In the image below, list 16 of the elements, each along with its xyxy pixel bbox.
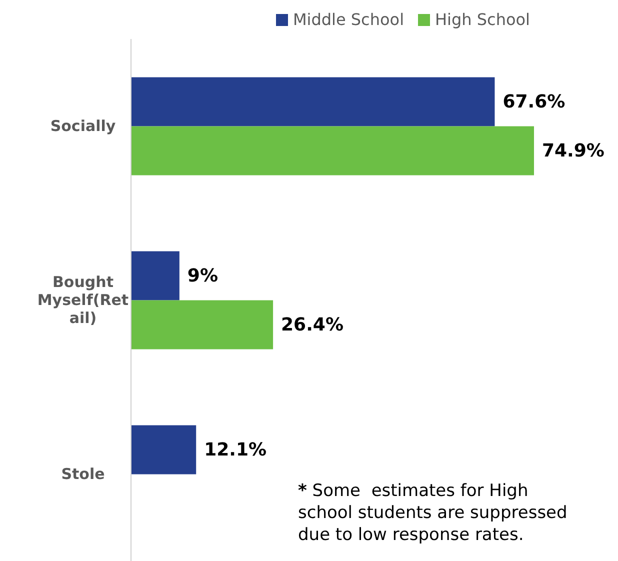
data-label: 12.1% bbox=[204, 439, 267, 460]
annotation: * Some estimates for High school students are suppressed due to low response rates. bbox=[298, 480, 568, 546]
data-label: 26.4% bbox=[281, 314, 344, 336]
bar bbox=[131, 425, 196, 474]
legend-label: High School bbox=[434, 10, 530, 29]
y-tick-label: Bought Myself(Retail) bbox=[37, 273, 129, 327]
bar bbox=[131, 126, 534, 176]
bar bbox=[131, 77, 495, 126]
bar bbox=[131, 251, 180, 300]
legend-label: Middle School bbox=[292, 10, 404, 29]
data-label: 67.6% bbox=[502, 91, 566, 112]
data-label: 9% bbox=[187, 265, 218, 286]
y-tick-label: Stole bbox=[61, 465, 105, 483]
bar bbox=[131, 300, 274, 350]
y-tick-label: Socially bbox=[50, 117, 116, 135]
data-label: 74.9% bbox=[542, 140, 604, 162]
